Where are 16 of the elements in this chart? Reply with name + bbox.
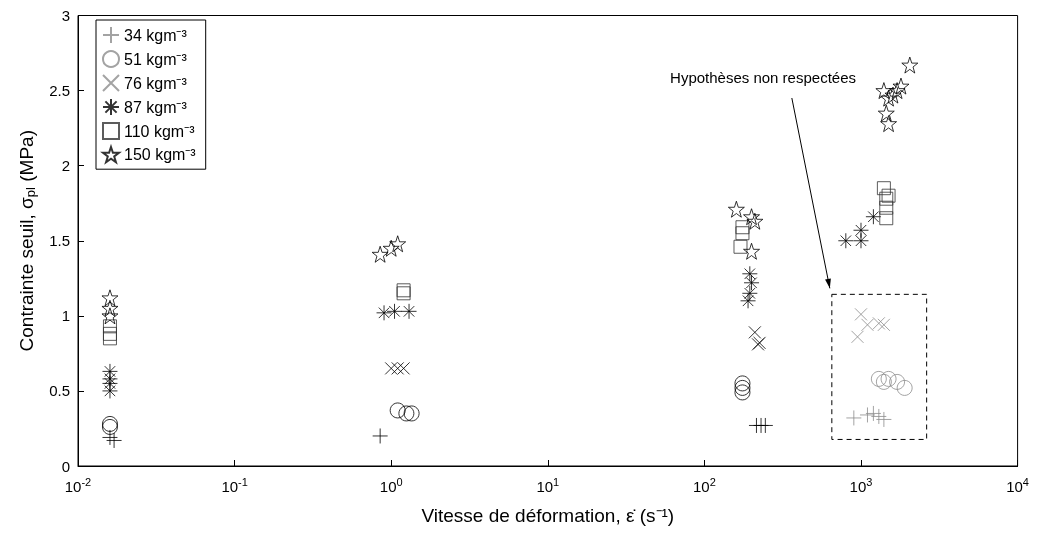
y-tick-label: 1 (61, 307, 70, 325)
legend-label: 150 kgm⁻³ (124, 146, 197, 164)
x-axis-title: Vitesse de déformation, ε̇ (s⁻¹) (421, 505, 675, 526)
y-tick-label: 0 (61, 457, 70, 475)
legend-label: 110 kgm⁻³ (124, 122, 196, 140)
annotation: Hypothèses non respectées (670, 69, 856, 86)
legend-label: 51 kgm⁻³ (124, 50, 188, 68)
legend-label: 34 kgm⁻³ (124, 26, 188, 44)
legend-label: 76 kgm⁻³ (124, 74, 188, 92)
y-tick-label: 0.5 (49, 382, 70, 400)
y-tick-label: 3 (61, 7, 70, 24)
y-tick-label: 2 (61, 157, 70, 175)
y-tick-label: 1.5 (49, 232, 70, 250)
legend-label: 87 kgm⁻³ (124, 98, 188, 116)
y-axis-title: Contrainte seuil, σpl (MPa) (16, 130, 38, 352)
y-tick-label: 2.5 (49, 82, 70, 100)
